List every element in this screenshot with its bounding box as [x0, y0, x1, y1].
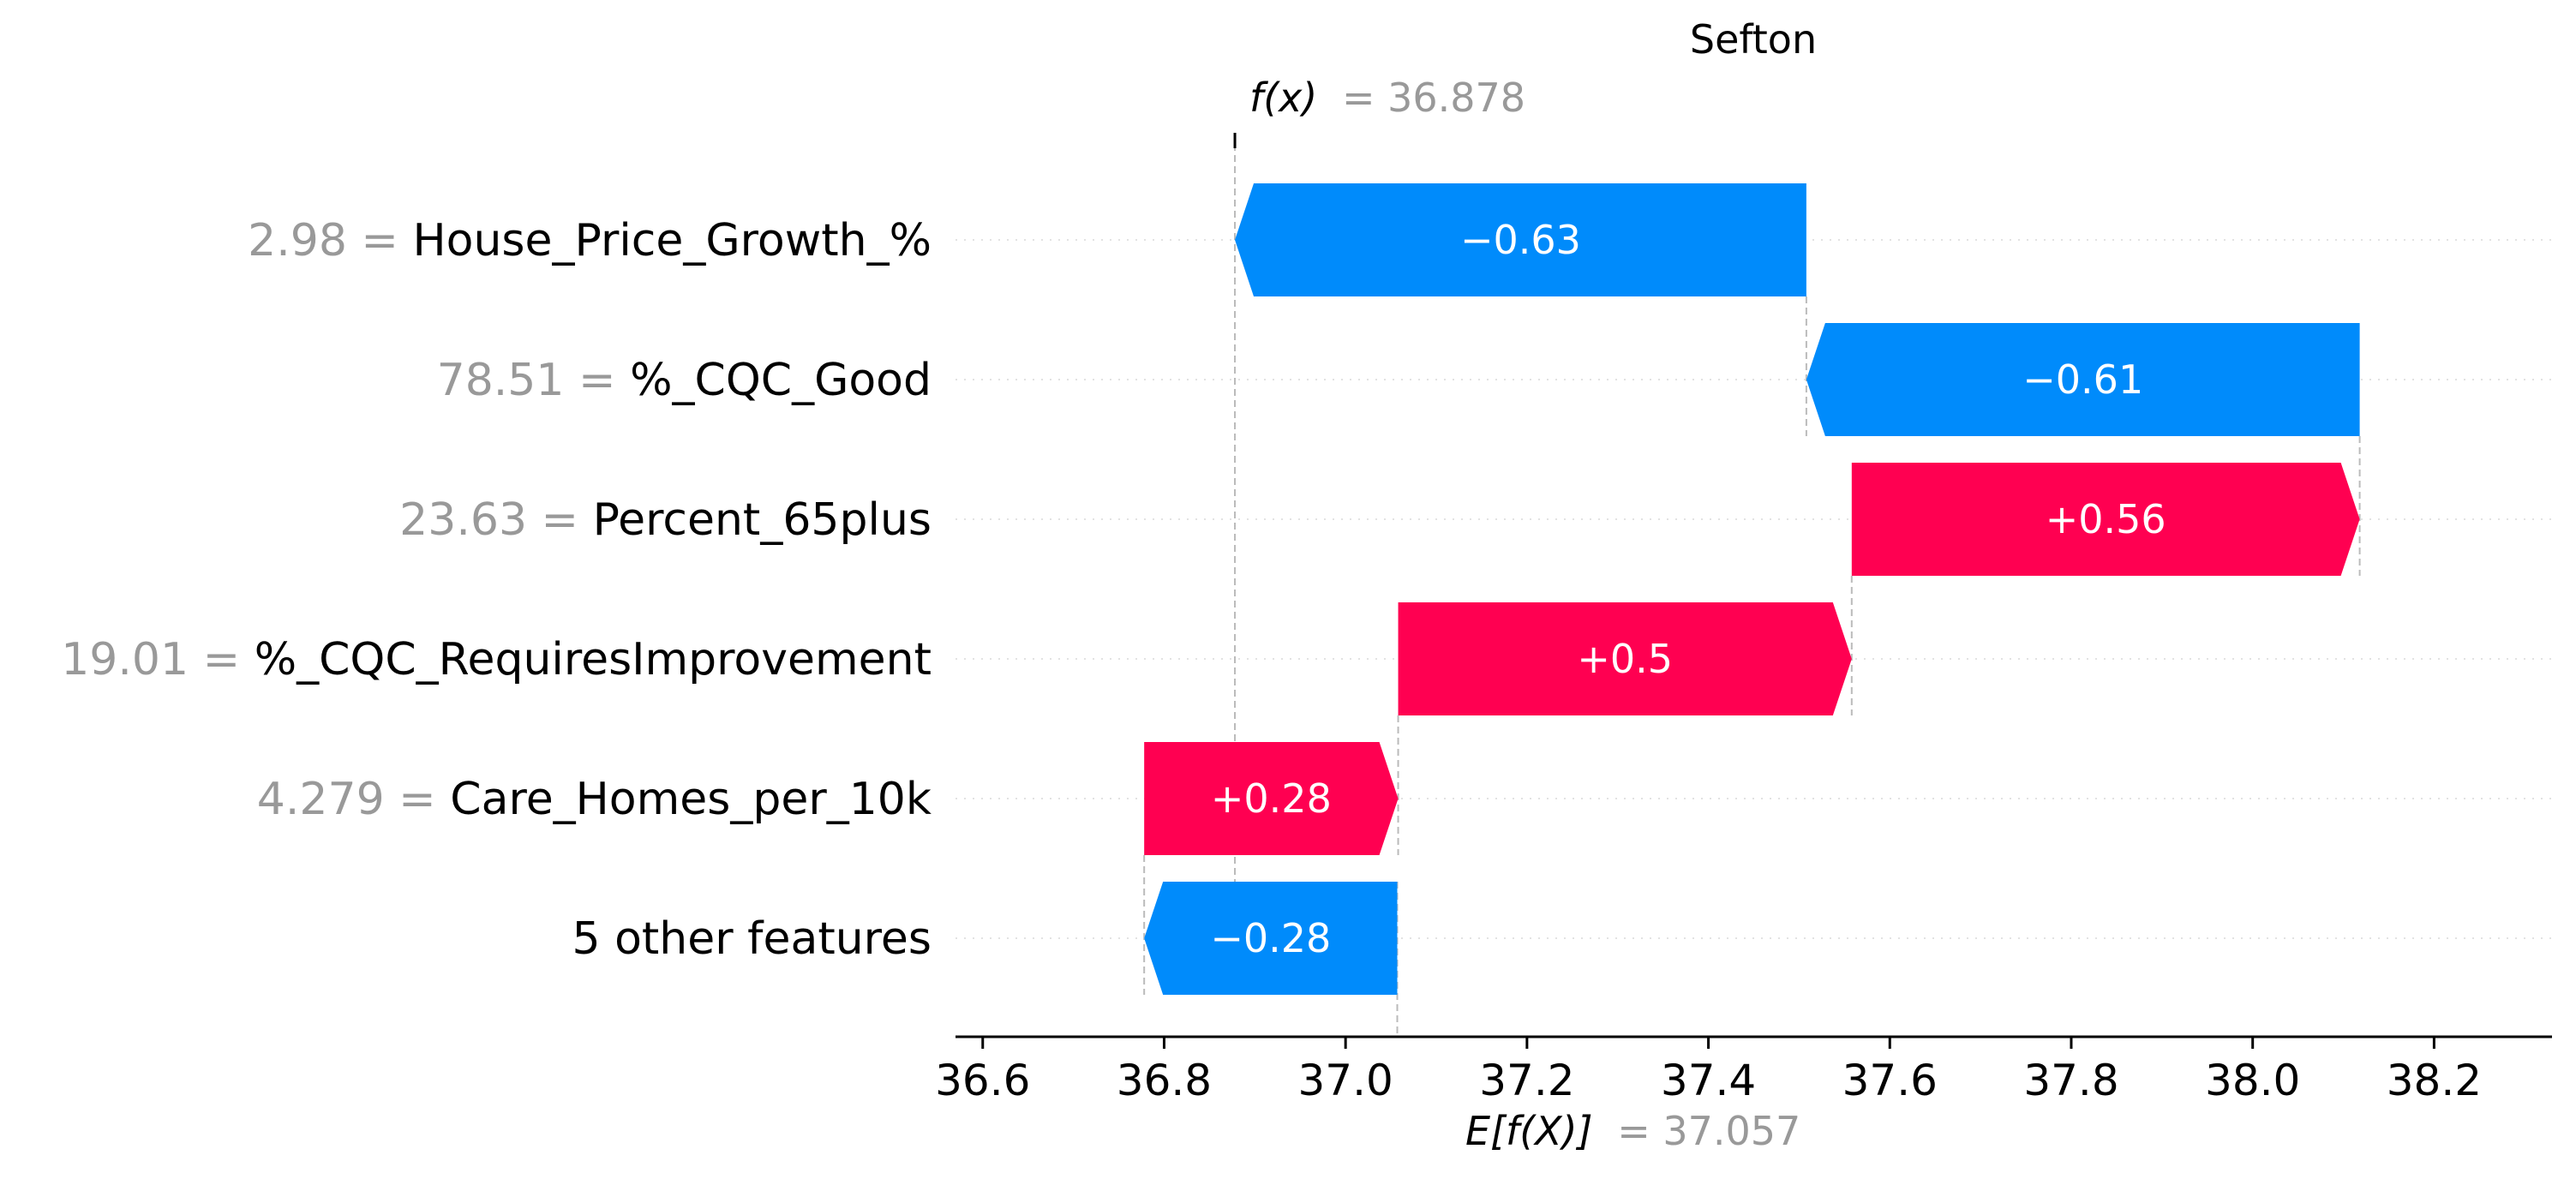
feature-label: 23.63 = Percent_65plus	[399, 494, 932, 546]
feature-name: 5 other features	[572, 913, 932, 965]
feature-labels: 2.98 = House_Price_Growth_% 78.51 = %_CQC…	[61, 215, 932, 965]
feature-value: 23.63 =	[399, 494, 593, 546]
x-tick-label: 37.8	[2023, 1056, 2118, 1105]
feature-label: 78.51 = %_CQC_Good	[437, 355, 932, 406]
bar-value-label: −0.61	[2022, 356, 2143, 403]
feature-label: 5 other features	[572, 913, 932, 965]
x-tick-label: 37.2	[1479, 1056, 1574, 1105]
bar-value-label: −0.28	[1210, 915, 1331, 961]
feature-label: 2.98 = House_Price_Growth_%	[248, 215, 932, 266]
chart-title: Sefton	[1690, 16, 1817, 63]
feature-label: 4.279 = Care_Homes_per_10k	[257, 774, 932, 825]
x-tick-label: 37.6	[1842, 1056, 1938, 1105]
feature-value: 78.51 =	[437, 355, 631, 406]
feature-name: %_CQC_RequiresImprovement	[255, 634, 932, 685]
bar-value-label: +0.56	[2046, 496, 2166, 542]
ex-annotation: E[f(X)] = 37.057	[1465, 1108, 1800, 1154]
x-tick-label: 38.2	[2387, 1056, 2482, 1105]
feature-value: 4.279 =	[257, 774, 451, 825]
x-tick-label: 36.6	[935, 1056, 1030, 1105]
positive-bar	[1851, 463, 2360, 576]
fx-annotation: f(x) = 36.878	[1249, 75, 1525, 121]
positive-bar	[1398, 602, 1852, 715]
x-tick-label: 37.0	[1298, 1056, 1393, 1105]
positive-bar	[1144, 742, 1399, 855]
feature-label: 19.01 = %_CQC_RequiresImprovement	[61, 634, 932, 685]
fx-value: = 36.878	[1342, 75, 1525, 121]
bars: −0.63 −0.61 +0.56 +0.5 +0.28 −0.28	[1144, 183, 2360, 995]
x-tick-label: 37.4	[1661, 1056, 1756, 1105]
x-axis: 36.6 36.8 37.0 37.2 37.4 37.6 37.8 38.0 38.2	[935, 1035, 2552, 1105]
feature-name: Care_Homes_per_10k	[450, 774, 932, 825]
feature-value: 2.98 =	[248, 215, 412, 266]
feature-name: Percent_65plus	[593, 494, 932, 546]
negative-bar	[1806, 323, 2360, 436]
bar-value-label: −0.63	[1460, 217, 1581, 263]
negative-bar	[1144, 882, 1398, 995]
bar-value-label: +0.28	[1211, 775, 1332, 822]
feature-name: %_CQC_Good	[630, 355, 932, 406]
x-tick-label: 38.0	[2205, 1056, 2300, 1105]
fx-label: f(x)	[1249, 75, 1317, 121]
ex-label: E[f(X)]	[1465, 1108, 1593, 1154]
feature-value: 19.01 =	[61, 634, 255, 685]
feature-name: House_Price_Growth_%	[413, 215, 932, 266]
bar-value-label: +0.5	[1577, 636, 1673, 682]
x-tick-label: 36.8	[1117, 1056, 1212, 1105]
negative-bar	[1235, 183, 1806, 296]
ex-value: = 37.057	[1617, 1108, 1800, 1154]
